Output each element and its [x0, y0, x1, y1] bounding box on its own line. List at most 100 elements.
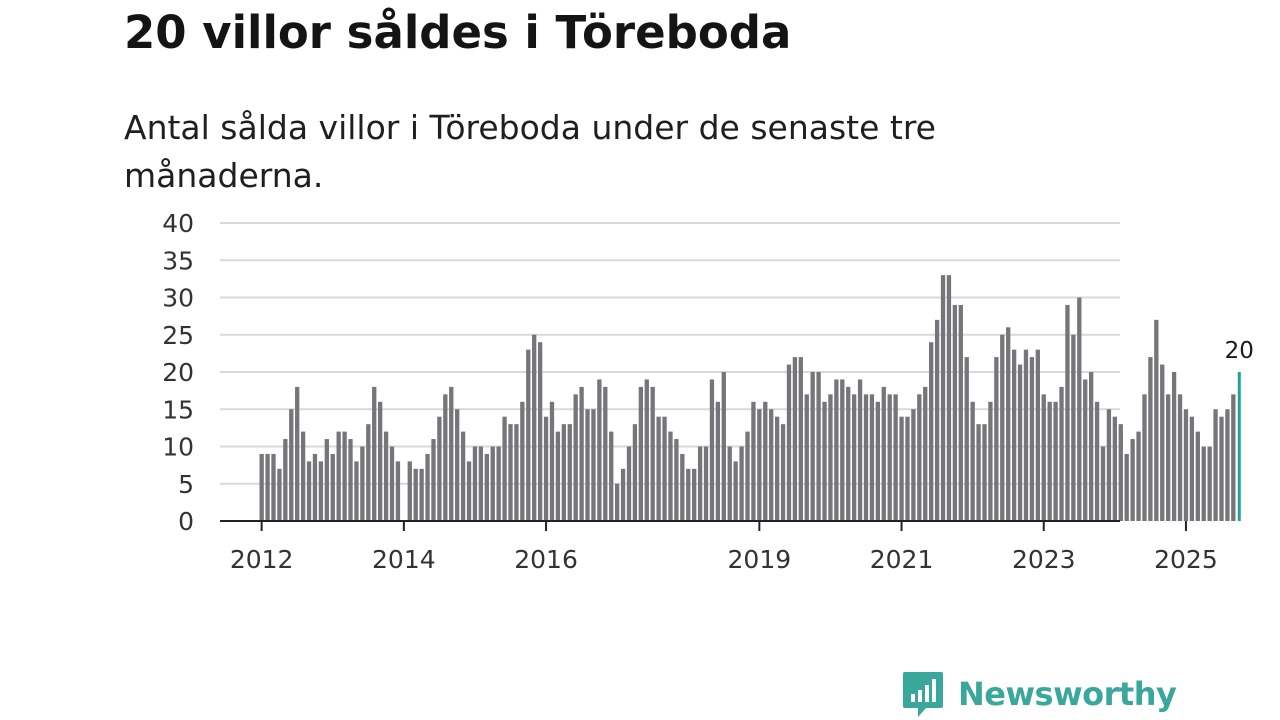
bar	[1071, 334, 1076, 521]
x-tick-label: 2016	[514, 545, 578, 574]
last-value-label: 20	[1225, 338, 1254, 364]
bar	[1130, 439, 1135, 521]
newsworthy-logo-text: Newsworthy	[958, 675, 1177, 713]
bar	[508, 424, 513, 521]
bar	[970, 401, 975, 521]
bar	[881, 386, 886, 521]
bar	[905, 416, 910, 521]
bar	[834, 379, 839, 521]
y-tick-label: 20	[162, 358, 194, 387]
bar	[769, 409, 774, 521]
bar	[857, 379, 863, 521]
bar	[537, 342, 543, 521]
bar	[472, 446, 478, 521]
bar	[1183, 409, 1189, 521]
bar	[774, 416, 780, 521]
bar	[893, 394, 898, 521]
bar	[443, 394, 448, 521]
bar	[271, 453, 276, 521]
bar	[952, 304, 958, 521]
bar	[751, 401, 756, 521]
bar	[1219, 416, 1224, 521]
newsworthy-logo[interactable]: Newsworthy	[902, 670, 1177, 718]
bar	[455, 409, 460, 521]
newsworthy-logo-icon	[903, 672, 943, 717]
bar	[875, 401, 880, 521]
bar	[1166, 394, 1171, 521]
y-tick-label: 40	[162, 209, 194, 238]
x-tick-label: 2019	[728, 545, 792, 574]
bar	[650, 386, 655, 521]
bar	[1124, 453, 1129, 521]
bar	[1142, 394, 1147, 521]
bar	[929, 342, 934, 521]
bar	[626, 446, 632, 521]
bar	[1100, 446, 1106, 521]
bar	[1011, 349, 1017, 521]
bar	[917, 394, 922, 521]
bar	[763, 401, 768, 521]
bar	[277, 468, 282, 521]
x-tick-label: 2025	[1154, 545, 1218, 574]
y-tick-label: 30	[162, 284, 194, 313]
bar	[591, 409, 596, 521]
bar	[1136, 431, 1141, 521]
bar	[1029, 357, 1035, 521]
bar	[828, 394, 833, 521]
bar	[478, 446, 484, 521]
bar	[318, 461, 324, 521]
bar	[1065, 304, 1070, 521]
bar	[419, 468, 424, 521]
bar	[460, 431, 466, 521]
bar	[1017, 364, 1023, 521]
bar	[1094, 401, 1100, 521]
bar	[852, 394, 857, 521]
bar	[668, 431, 673, 521]
bar	[887, 394, 892, 521]
bar	[289, 409, 294, 521]
bar	[792, 357, 798, 521]
bar	[378, 401, 383, 521]
bar	[840, 379, 845, 521]
bar	[431, 439, 436, 521]
bar	[1000, 334, 1005, 521]
bar	[295, 386, 300, 521]
bar	[692, 468, 697, 521]
bar	[644, 379, 649, 521]
bar	[1035, 349, 1040, 521]
bar	[300, 431, 306, 521]
bar	[496, 446, 501, 521]
bar	[549, 401, 555, 521]
bar	[964, 357, 969, 521]
bar	[804, 394, 809, 521]
bar	[407, 461, 412, 521]
bar	[1189, 416, 1195, 521]
bars	[259, 275, 1241, 521]
bar	[354, 461, 359, 521]
x-tick-label: 2012	[230, 545, 294, 574]
y-tick-label: 15	[162, 395, 194, 424]
bar	[923, 386, 928, 521]
bar	[502, 416, 507, 521]
bar	[579, 386, 584, 521]
bar	[366, 424, 371, 521]
bar	[555, 431, 561, 521]
bar	[1106, 409, 1112, 521]
bar	[514, 424, 519, 521]
bar	[425, 453, 430, 521]
bar	[680, 453, 685, 521]
bar	[727, 446, 732, 521]
bar	[822, 401, 827, 521]
bar	[1041, 394, 1046, 521]
y-axis-ticks: 0 5 10 15 20 25 30 35 40	[162, 209, 194, 536]
bar	[686, 468, 691, 521]
bar	[733, 461, 738, 521]
bar	[372, 386, 377, 521]
bar	[674, 439, 679, 521]
bar	[703, 446, 709, 521]
bar	[994, 357, 999, 521]
bar	[1089, 372, 1094, 521]
bar	[585, 409, 590, 521]
bar	[1207, 446, 1212, 521]
